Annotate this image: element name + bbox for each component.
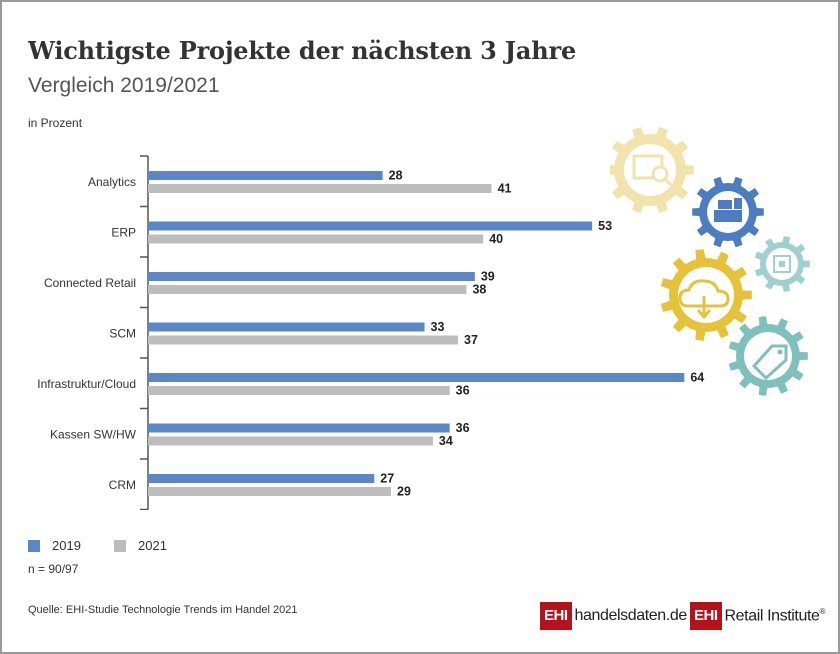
bar-2021 [148,285,467,294]
legend-item-2021: 2021 [114,538,167,553]
data-label-2019: 53 [598,219,612,233]
data-label-2019: 64 [690,371,704,385]
data-label-2021: 36 [456,384,470,398]
ehi-logo-box: EHI [690,602,722,630]
data-label-2021: 29 [397,485,411,499]
ehi-retail-institute-logo: EHI Retail Institute® [690,602,825,630]
price-tag-gear-icon [728,316,808,396]
data-label-2019: 39 [481,270,495,284]
category-label: Analytics [88,175,136,189]
retail-institute-logo-text: Retail Institute® [724,606,826,625]
chip-gear-icon [754,236,810,292]
bar-2021 [148,234,484,244]
data-label-2019: 36 [456,421,470,435]
data-label-2021: 41 [498,182,512,196]
chart-subtitle: Vergleich 2019/2021 [28,74,220,97]
unit-label: in Prozent [28,116,83,130]
cloud-download-gear-icon [660,249,752,341]
ehi-logo-box: EHI [540,602,572,630]
registered-mark: ® [819,606,826,616]
category-label: Kassen SW/HW [50,428,137,442]
data-label-2021: 38 [472,283,486,297]
chart-title: Wichtigste Projekte der nächsten 3 Jahre [28,36,577,65]
data-label-2019: 27 [380,472,394,486]
data-label-2021: 34 [439,434,453,448]
source-note: Quelle: EHI-Studie Technologie Trends im… [28,604,298,616]
category-label: ERP [111,226,136,240]
category-label: SCM [109,327,136,341]
retail-institute-text: Retail Institute [724,607,820,625]
bar-2019 [148,171,383,180]
data-label-2019: 28 [389,169,403,183]
sample-size-note: n = 90/97 [28,562,79,576]
bar-2021 [148,335,459,345]
bar-2019 [148,474,375,483]
bar-2021 [148,487,392,496]
data-label-2021: 40 [489,232,503,246]
bar-2019 [148,373,685,382]
legend-item-2019: 2019 [28,538,81,553]
bar-2019 [148,221,593,231]
bar-2021 [148,436,433,446]
legend-swatch-2019 [28,539,40,552]
bar-2021 [148,184,492,193]
search-gear-icon [610,127,694,213]
bar-2019 [148,272,475,281]
category-label: Infrastruktur/Cloud [37,377,136,391]
gear-icons-illustration [610,127,810,396]
handelsdaten-logo-text: handelsdaten.de [574,607,688,624]
data-label-2021: 37 [464,333,478,347]
bar-2019 [148,423,450,433]
data-label-2019: 33 [431,320,445,334]
bar-chart: Analytics 28 41 ERP 53 40 Connected Retail 3938… [37,155,704,510]
legend-swatch-2021 [114,539,126,552]
category-label: CRM [109,478,136,492]
category-label: Connected Retail [44,276,136,290]
bar-2021 [148,386,450,395]
bar-2019 [148,322,425,332]
legend-label-2021: 2021 [138,538,167,553]
handelsdaten-logo: EHI handelsdaten.de [540,602,687,630]
cash-register-gear-icon [692,176,764,248]
legend-label-2019: 2019 [52,538,81,553]
